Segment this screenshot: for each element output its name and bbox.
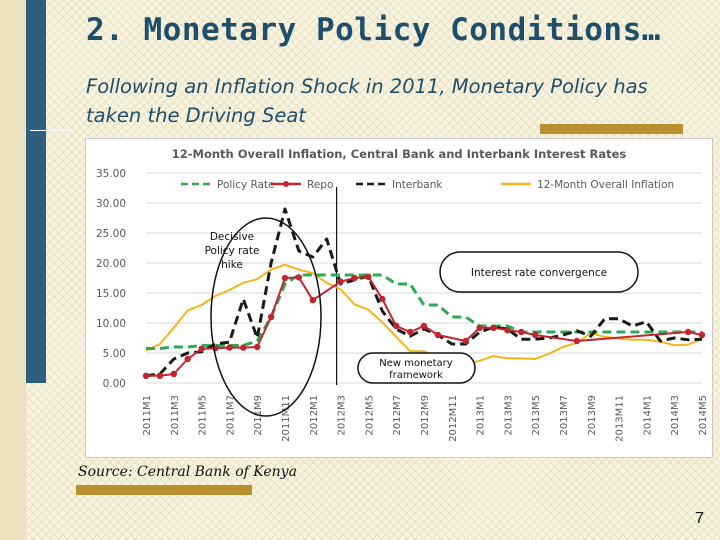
legend-label: Interbank [392, 179, 443, 191]
y-tick-label: 20.00 [96, 258, 126, 270]
left-accent-bar [26, 0, 46, 383]
left-decor-band [0, 0, 26, 540]
y-tick-label: 5.00 [103, 348, 126, 360]
x-tick-label: 2012M9 [420, 395, 431, 435]
x-tick-label: 2013M7 [559, 395, 570, 435]
series-line [146, 273, 702, 350]
annotation-hike-line: hike [221, 259, 243, 271]
legend-label: 12-Month Overall Inflation [537, 179, 674, 191]
y-tick-label: 25.00 [96, 228, 126, 240]
gold-accent-block [76, 485, 252, 495]
repo-point [476, 324, 483, 331]
x-tick-label: 2014M5 [698, 395, 709, 435]
repo-point [351, 274, 358, 282]
y-tick-label: 30.00 [96, 198, 126, 210]
legend-label: Policy Rate [217, 179, 275, 191]
chart-panel: 12-Month Overall Inflation, Central Bank… [85, 138, 713, 458]
x-tick-label: 2011M5 [198, 395, 209, 435]
repo-point [240, 344, 247, 351]
hike-ellipse [210, 217, 322, 417]
repo-point [698, 331, 706, 339]
annotation-hike-line: Decisive [210, 231, 254, 243]
repo-point [532, 331, 539, 339]
repo-point [490, 324, 497, 331]
convergence-callout [439, 251, 639, 293]
slide-title: 2. Monetary Policy Conditions… [86, 12, 661, 48]
repo-point [170, 370, 177, 378]
x-tick-label: 2011M3 [170, 395, 181, 435]
annotation-convergence: Interest rate convergence [471, 267, 607, 279]
legend-label: Repo [307, 179, 333, 191]
x-tick-label: 2013M3 [503, 395, 514, 435]
x-tick-label: 2011M7 [225, 395, 236, 435]
x-tick-label: 2012M11 [448, 395, 459, 442]
repo-point [573, 337, 581, 345]
y-tick-label: 10.00 [96, 318, 126, 330]
x-tick-label: 2013M9 [587, 395, 598, 435]
accent-line [30, 130, 72, 131]
y-tick-label: 35.00 [96, 168, 126, 180]
source-note: Source: Central Bank of Kenya [78, 464, 297, 480]
x-tick-label: 2011M1 [142, 395, 153, 435]
repo-point [295, 274, 303, 281]
repo-point [504, 327, 511, 334]
x-tick-label: 2013M5 [531, 395, 542, 435]
repo-point [198, 345, 205, 352]
repo-point [684, 328, 692, 336]
annotation-hike-line: Policy rate [205, 245, 260, 257]
repo-point [518, 328, 525, 336]
repo-point [434, 331, 442, 339]
repo-point [462, 337, 469, 345]
x-tick-label: 2012M3 [337, 395, 348, 435]
legend-marker [283, 181, 289, 187]
slide-subtitle: Following an Inflation Shock in 2011, Mo… [86, 75, 648, 127]
inflation-rates-chart: 12-Month Overall Inflation, Central Bank… [96, 147, 709, 442]
repo-point [393, 322, 400, 330]
repo-point [309, 297, 316, 304]
x-tick-label: 2012M1 [309, 395, 320, 435]
repo-point [420, 322, 428, 330]
repo-point [365, 273, 372, 280]
framework-callout [357, 352, 476, 384]
gold-accent-rule [540, 124, 683, 134]
repo-point [142, 372, 150, 379]
chart-title: 12-Month Overall Inflation, Central Bank… [172, 147, 627, 161]
x-tick-label: 2014M1 [642, 395, 653, 435]
page-number: 7 [695, 510, 704, 527]
x-tick-label: 2011M11 [281, 395, 292, 442]
repo-point [379, 295, 386, 303]
annotation-framework-line: framework [389, 370, 443, 381]
x-tick-label: 2013M11 [615, 395, 626, 442]
repo-point [267, 313, 275, 321]
repo-point [406, 328, 414, 336]
repo-point [226, 344, 233, 351]
repo-point [281, 274, 289, 282]
x-tick-label: 2012M5 [364, 395, 375, 435]
repo-point [254, 343, 261, 351]
y-tick-label: 15.00 [96, 288, 126, 300]
annotation-framework-line: New monetary [379, 358, 453, 369]
x-tick-label: 2012M7 [392, 395, 403, 435]
repo-point [184, 355, 191, 363]
x-tick-label: 2013M1 [476, 395, 487, 435]
y-tick-label: 0.00 [103, 378, 126, 390]
repo-point [156, 372, 164, 379]
x-tick-label: 2014M3 [670, 395, 681, 435]
repo-point [337, 278, 344, 285]
